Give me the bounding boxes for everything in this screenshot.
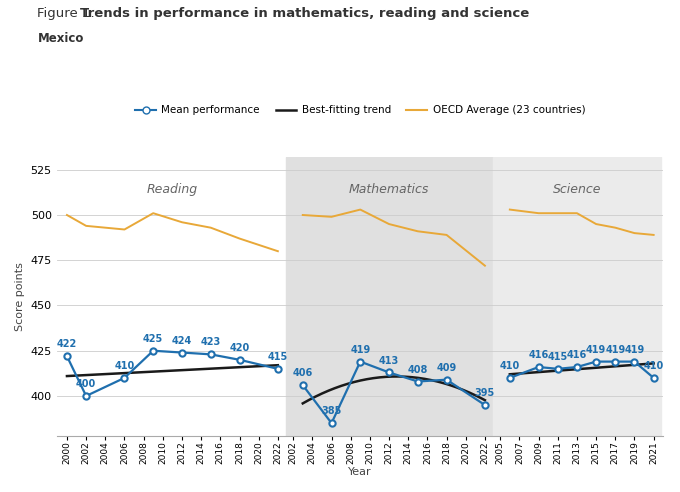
Text: 410: 410 bbox=[643, 361, 664, 371]
Y-axis label: Score points: Score points bbox=[15, 262, 25, 331]
Text: 419: 419 bbox=[350, 345, 371, 355]
Bar bbox=[286, 157, 492, 436]
Text: 395: 395 bbox=[475, 388, 495, 398]
Text: Mathematics: Mathematics bbox=[349, 183, 429, 196]
Text: 416: 416 bbox=[528, 350, 549, 360]
X-axis label: Year: Year bbox=[348, 467, 372, 477]
Text: Mexico: Mexico bbox=[37, 32, 84, 45]
Text: 415: 415 bbox=[547, 352, 568, 362]
Text: 408: 408 bbox=[407, 365, 428, 374]
Text: 425: 425 bbox=[143, 334, 163, 344]
Text: 422: 422 bbox=[57, 339, 77, 349]
Text: 419: 419 bbox=[586, 345, 607, 355]
Text: 410: 410 bbox=[114, 361, 135, 371]
Text: 423: 423 bbox=[201, 338, 221, 347]
Text: 416: 416 bbox=[567, 350, 587, 360]
Text: 406: 406 bbox=[292, 368, 313, 378]
Text: Reading: Reading bbox=[147, 183, 198, 196]
Text: 400: 400 bbox=[76, 379, 97, 389]
Text: 409: 409 bbox=[437, 363, 457, 373]
Bar bbox=[492, 157, 661, 436]
Text: Science: Science bbox=[553, 183, 601, 196]
Text: 385: 385 bbox=[322, 406, 342, 416]
Text: 410: 410 bbox=[500, 361, 520, 371]
Text: 419: 419 bbox=[605, 345, 626, 355]
Text: 413: 413 bbox=[379, 356, 399, 366]
Text: 419: 419 bbox=[624, 345, 645, 355]
Text: Trends in performance in mathematics, reading and science: Trends in performance in mathematics, re… bbox=[80, 7, 529, 20]
Legend: Mean performance, Best-fitting trend, OECD Average (23 countries): Mean performance, Best-fitting trend, OE… bbox=[131, 101, 590, 120]
Text: Figure 1.: Figure 1. bbox=[37, 7, 99, 20]
Text: 424: 424 bbox=[172, 336, 192, 345]
Text: 415: 415 bbox=[268, 352, 288, 362]
Text: 420: 420 bbox=[229, 343, 250, 353]
